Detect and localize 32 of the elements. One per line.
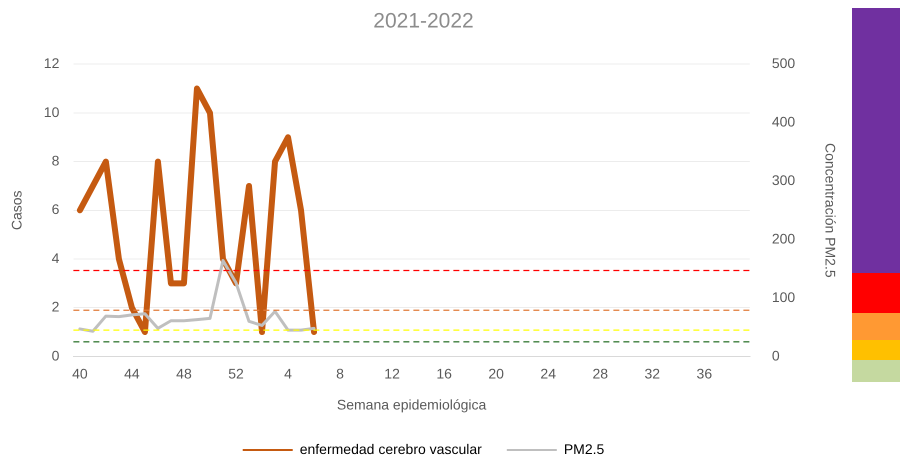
y2-tick-label: 400 xyxy=(772,114,796,130)
y2-tick-label: 500 xyxy=(772,55,796,72)
x-tick-label: 32 xyxy=(644,366,660,382)
y-tick-label: 10 xyxy=(44,104,60,120)
x-tick-label: 12 xyxy=(384,366,400,382)
y2-axis-title: Concentración PM2.5 xyxy=(822,142,839,278)
y-tick-label: 0 xyxy=(52,347,60,364)
x-tick-label: 20 xyxy=(488,366,504,382)
x-tick-label: 36 xyxy=(696,366,712,382)
x-tick-label: 4 xyxy=(284,366,292,382)
x-tick-label: 40 xyxy=(72,366,88,382)
y2-tick-label: 300 xyxy=(772,172,796,188)
y-axis-title: Casos xyxy=(8,190,24,230)
y2-tick-label: 200 xyxy=(772,230,796,246)
x-axis-title: Semana epidemiológica xyxy=(336,396,487,412)
legend-label: PM2.5 xyxy=(564,440,604,457)
x-tick-label: 28 xyxy=(592,366,608,382)
x-tick-label: 24 xyxy=(540,366,556,382)
y-tick-label: 8 xyxy=(52,152,60,168)
chart-title: 2021-2022 xyxy=(373,9,474,32)
y-tick-label: 6 xyxy=(52,201,60,218)
x-tick-label: 8 xyxy=(336,366,344,382)
y2-tick-label: 0 xyxy=(772,347,780,364)
y-tick-label: 12 xyxy=(44,55,60,72)
x-tick-label: 16 xyxy=(436,366,452,382)
x-tick-label: 52 xyxy=(228,366,244,382)
x-tick-label: 48 xyxy=(176,366,192,382)
y2-tick-label: 100 xyxy=(772,288,796,305)
y-tick-label: 2 xyxy=(52,298,60,315)
legend-label: enfermedad cerebro vascular xyxy=(300,440,482,457)
x-tick-label: 44 xyxy=(124,366,140,382)
y-tick-label: 4 xyxy=(52,250,60,266)
